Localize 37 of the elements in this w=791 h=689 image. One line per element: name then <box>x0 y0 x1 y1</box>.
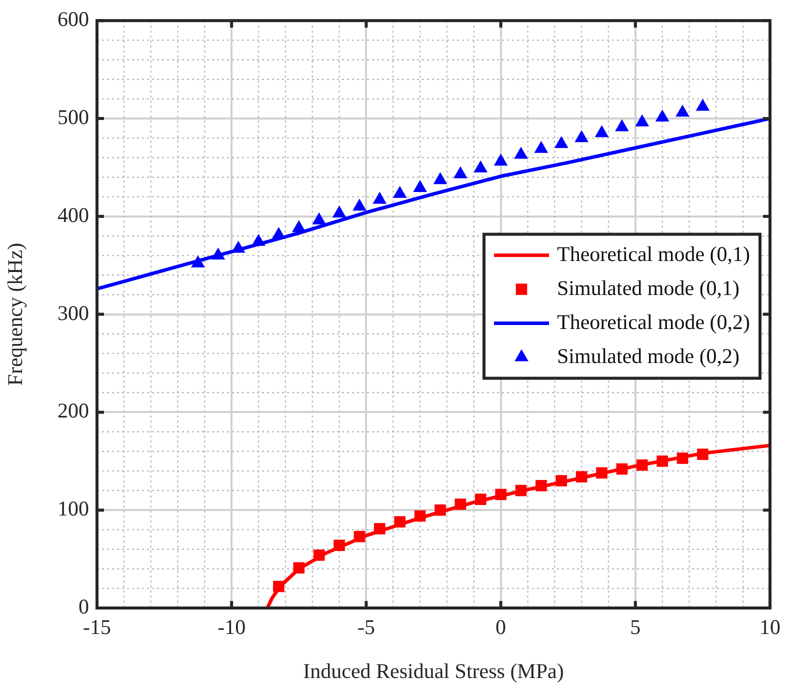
y-tick-label: 100 <box>58 496 89 521</box>
point <box>655 110 670 122</box>
point <box>372 192 387 204</box>
point <box>352 198 366 211</box>
point <box>474 160 488 172</box>
legend-label: Simulated mode (0,2) <box>557 344 740 368</box>
point <box>594 125 609 138</box>
x-tick-label: 10 <box>760 615 780 640</box>
point <box>615 119 629 132</box>
point <box>494 154 508 166</box>
point <box>514 146 528 159</box>
point <box>574 130 588 142</box>
point <box>635 114 650 126</box>
point <box>453 166 468 178</box>
x-axis-title: Induced Residual Stress (MPa) <box>303 658 564 683</box>
y-tick-label: 500 <box>58 105 89 130</box>
x-tick-label: 0 <box>496 615 506 640</box>
point <box>332 205 346 218</box>
point <box>312 212 326 224</box>
y-tick-label: 600 <box>58 7 89 32</box>
y-tick-label: 300 <box>58 300 89 325</box>
point <box>413 180 427 192</box>
legend-label: Theoretical mode (0,2) <box>557 310 750 334</box>
y-axis-title: Frequency (kHz) <box>3 242 28 386</box>
y-tick-label: 200 <box>58 398 89 423</box>
point <box>696 98 710 111</box>
x-tick-label: -5 <box>357 615 375 640</box>
point <box>392 186 407 198</box>
legend-label: Simulated mode (0,1) <box>557 276 740 300</box>
point <box>676 104 690 117</box>
y-tick-label: 400 <box>58 202 89 227</box>
x-tick-label: -10 <box>218 615 246 640</box>
point <box>534 140 548 153</box>
legend-label: Theoretical mode (0,1) <box>557 242 750 266</box>
point <box>433 172 448 184</box>
point <box>554 136 568 148</box>
x-tick-label: 5 <box>630 615 641 640</box>
